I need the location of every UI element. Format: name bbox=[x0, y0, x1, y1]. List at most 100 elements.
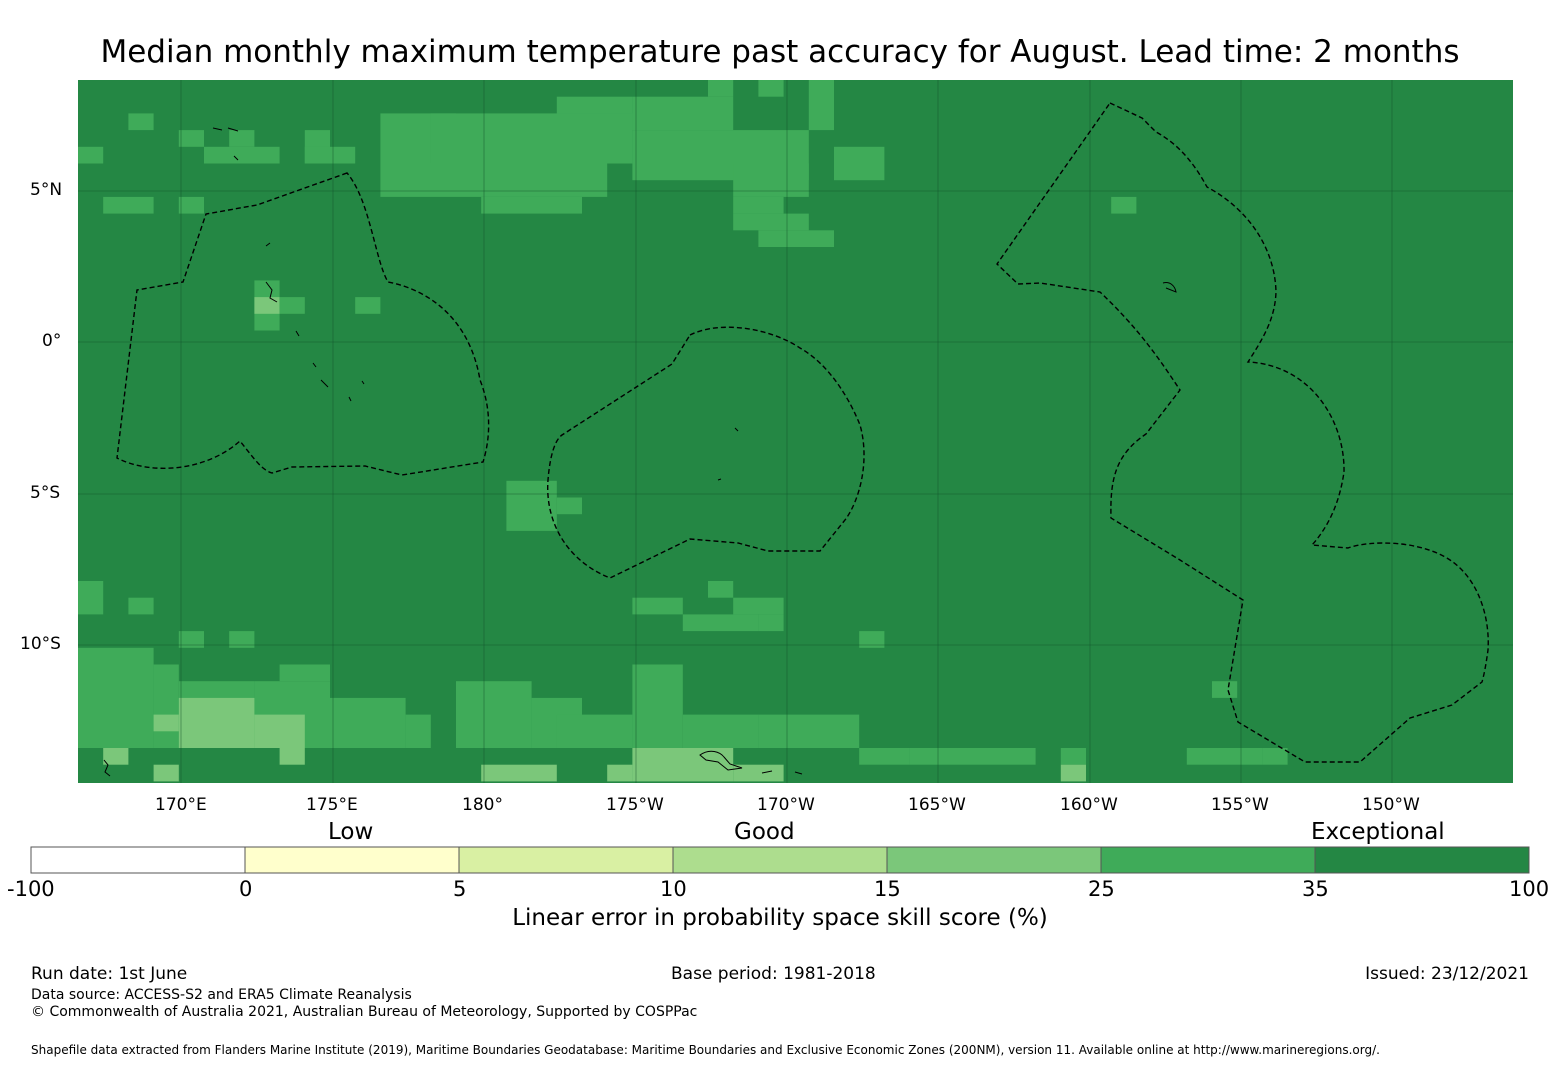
eez-boundaries bbox=[116, 102, 1489, 763]
island-tokelau bbox=[717, 427, 739, 481]
island-funafuti bbox=[212, 127, 239, 161]
colorbar-tick-100: 100 bbox=[1509, 877, 1550, 901]
skill-cells bbox=[78, 80, 1288, 782]
island-tarawa bbox=[265, 242, 278, 303]
skill-cell bbox=[78, 581, 104, 615]
lon-label-170e: 170°E bbox=[155, 795, 207, 815]
run-date: Run date: 1st June bbox=[31, 964, 188, 984]
skill-cell bbox=[279, 664, 330, 682]
lat-label-10s: 10°S bbox=[20, 634, 61, 654]
skill-cell bbox=[632, 96, 734, 131]
skill-cell bbox=[607, 764, 633, 782]
lon-label-165w: 165°W bbox=[908, 795, 966, 815]
eez-boundary-tokelau-samoa bbox=[547, 326, 865, 579]
copyright: © Commonwealth of Australia 2021, Austra… bbox=[31, 1004, 698, 1020]
skill-cell bbox=[153, 764, 179, 782]
skill-cell bbox=[178, 697, 255, 748]
colorbar-tick-neg100: -100 bbox=[7, 877, 55, 901]
colorbar-bin-25-35 bbox=[1100, 846, 1316, 874]
colorbar-tick-10: 10 bbox=[660, 877, 687, 901]
colorbar-tick-0: 0 bbox=[239, 877, 253, 901]
colorbar-bin-15-25 bbox=[886, 846, 1102, 874]
skill-cell bbox=[1186, 748, 1263, 765]
skill-cell bbox=[103, 748, 129, 765]
skill-cell bbox=[254, 714, 305, 748]
island-savaii-west bbox=[103, 759, 111, 777]
skill-cell bbox=[330, 697, 406, 748]
skill-cell bbox=[758, 80, 784, 97]
skill-cell bbox=[229, 631, 255, 648]
skill-cell bbox=[153, 714, 179, 732]
skill-cell bbox=[556, 497, 582, 515]
skill-cell bbox=[128, 113, 154, 131]
colorbar-tick-5: 5 bbox=[453, 877, 467, 901]
skill-cell bbox=[960, 748, 1036, 765]
skill-cell bbox=[1060, 748, 1086, 765]
skill-cell bbox=[758, 230, 834, 247]
skill-cell bbox=[758, 614, 784, 632]
island-upolu bbox=[699, 750, 743, 771]
island-butaritari bbox=[295, 330, 365, 402]
skill-cell bbox=[1060, 764, 1086, 782]
skill-cell bbox=[708, 581, 734, 598]
eez-boundary-kiribati-line bbox=[996, 102, 1489, 763]
category-exceptional: Exceptional bbox=[1311, 819, 1445, 845]
skill-cell bbox=[859, 631, 885, 648]
category-good: Good bbox=[734, 819, 795, 845]
skill-cell bbox=[733, 213, 809, 231]
skill-cell bbox=[632, 597, 683, 615]
skill-cell bbox=[758, 714, 860, 748]
skill-cell bbox=[682, 614, 759, 632]
skill-cell bbox=[178, 130, 204, 147]
skill-cell bbox=[405, 714, 431, 748]
base-period: Base period: 1981-2018 bbox=[671, 964, 876, 984]
colorbar-bin-35-100 bbox=[1314, 846, 1530, 874]
skill-cell bbox=[556, 714, 633, 748]
skill-cell bbox=[682, 714, 759, 748]
skill-cell bbox=[481, 196, 582, 214]
colorbar-tick-25: 25 bbox=[1088, 877, 1115, 901]
lon-label-175w: 175°W bbox=[606, 795, 664, 815]
skill-cell bbox=[1111, 196, 1137, 214]
skill-cell bbox=[204, 146, 280, 164]
skill-cell bbox=[1212, 681, 1238, 698]
skill-cell bbox=[279, 297, 305, 314]
lon-label-170w: 170°W bbox=[757, 795, 815, 815]
skill-cell bbox=[355, 297, 381, 314]
skill-cell bbox=[153, 664, 179, 748]
skill-cell bbox=[279, 748, 305, 765]
lat-label-0: 0° bbox=[42, 331, 62, 351]
skill-cell bbox=[254, 297, 280, 314]
skill-cell bbox=[304, 146, 356, 164]
skill-cell bbox=[708, 80, 734, 97]
lon-label-155w: 155°W bbox=[1211, 795, 1269, 815]
shapefile-credit: Shapefile data extracted from Flanders M… bbox=[31, 1043, 1380, 1057]
lat-label-5s: 5°S bbox=[30, 483, 61, 503]
skill-cell bbox=[632, 664, 683, 748]
colorbar-bin-10-15 bbox=[672, 846, 888, 874]
skill-cell bbox=[733, 764, 784, 782]
category-low: Low bbox=[328, 819, 374, 845]
skill-cell bbox=[834, 146, 885, 181]
skill-cell bbox=[78, 146, 104, 164]
skill-cell bbox=[481, 764, 557, 782]
skill-cell bbox=[78, 647, 154, 748]
skill-cell bbox=[1262, 748, 1288, 765]
lon-label-175e: 175°E bbox=[306, 795, 358, 815]
colorbar-bin-0-5 bbox=[244, 846, 460, 874]
data-source: Data source: ACCESS-S2 and ERA5 Climate … bbox=[31, 987, 412, 1003]
lon-label-150w: 150°W bbox=[1362, 795, 1420, 815]
issued-date: Issued: 23/12/2021 bbox=[1365, 964, 1529, 984]
skill-cell bbox=[733, 597, 784, 615]
map-title: Median monthly maximum temperature past … bbox=[100, 34, 1460, 70]
island-tutuila bbox=[761, 770, 803, 775]
islands bbox=[103, 127, 1177, 777]
skill-cell bbox=[178, 196, 204, 214]
skill-cell bbox=[909, 748, 960, 765]
lon-label-160w: 160°W bbox=[1060, 795, 1118, 815]
skill-cell bbox=[178, 631, 204, 648]
eez-boundary-kiribati-gilberts bbox=[116, 172, 490, 476]
skill-cell bbox=[733, 196, 784, 214]
